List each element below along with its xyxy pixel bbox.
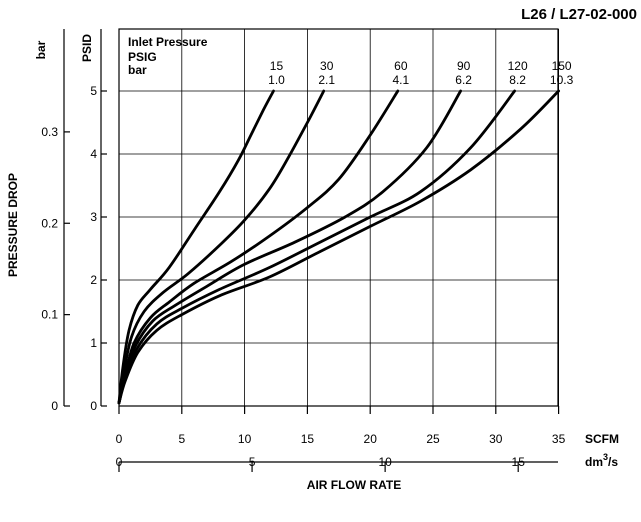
- psid-tick-label: 3: [90, 210, 97, 224]
- series-curve-150: [117, 89, 560, 405]
- dm3s-unit-base: dm: [585, 455, 603, 469]
- bar-tick-label: 0.1: [41, 308, 58, 322]
- chart-title: L26 / L27-02-000: [521, 6, 637, 23]
- psid-tick-label: 5: [90, 84, 97, 98]
- series-curve-90: [117, 89, 462, 405]
- series-psig-label-150: 150: [552, 59, 572, 73]
- dm3s-unit-tail: /s: [608, 455, 618, 469]
- bar-tick-label: 0.2: [41, 216, 58, 230]
- series-psig-label-120: 120: [508, 59, 528, 73]
- scfm-tick-label: 25: [426, 432, 440, 446]
- scfm-tick-label: 15: [301, 432, 315, 446]
- scfm-unit-label: SCFM: [585, 432, 619, 446]
- series-bar-label-90: 6.2: [455, 73, 472, 87]
- series-curve-15: [117, 89, 275, 405]
- psid-tick-label: 2: [90, 273, 97, 287]
- legend-header: Inlet Pressure: [128, 35, 208, 49]
- dm3s-tick-label: 10: [378, 455, 392, 469]
- psid-tick-label: 4: [90, 147, 97, 161]
- dm3s-unit-exponent: 3: [603, 452, 608, 462]
- plot-frame: [118, 28, 559, 407]
- series-bar-label-30: 2.1: [318, 73, 335, 87]
- series-curve-120: [117, 89, 516, 405]
- scfm-tick-label: 35: [552, 432, 566, 446]
- scfm-tick-label: 20: [364, 432, 378, 446]
- series-psig-label-15: 15: [270, 59, 284, 73]
- axis-ticks: 0 1 2 3 4 5 0 0.1 0.2 0.3 0 5 10 15 20 25 30 35 0 5 10 15: [41, 84, 566, 472]
- scfm-tick-label: 10: [238, 432, 252, 446]
- series-psig-label-90: 90: [457, 59, 471, 73]
- grid-lines: [119, 29, 559, 406]
- series-psig-label-60: 60: [394, 59, 408, 73]
- dm3s-tick-label: 15: [512, 455, 526, 469]
- scfm-tick-label: 5: [178, 432, 185, 446]
- psid-tick-label: 1: [90, 336, 97, 350]
- scfm-tick-label: 30: [489, 432, 503, 446]
- series-curve-60: [117, 89, 400, 405]
- series-bar-label-120: 8.2: [509, 73, 526, 87]
- x-axis-title: AIR FLOW RATE: [307, 478, 401, 492]
- series-psig-label-30: 30: [320, 59, 334, 73]
- psid-tick-label: 0: [90, 399, 97, 413]
- bar-tick-label: 0: [51, 399, 58, 413]
- scfm-tick-label: 0: [116, 432, 123, 446]
- y-axis-title: PRESSURE DROP: [6, 173, 20, 277]
- series-bar-label-150: 10.3: [550, 73, 574, 87]
- bar-unit-label: bar: [34, 40, 48, 59]
- series-bar-label-60: 4.1: [392, 73, 409, 87]
- curves: [117, 89, 560, 405]
- series-curve-30: [117, 89, 326, 405]
- legend-psig-row: PSIG: [128, 50, 157, 64]
- series-bar-label-15: 1.0: [268, 73, 285, 87]
- dm3s-tick-label: 0: [116, 455, 123, 469]
- dm3s-tick-label: 5: [249, 455, 256, 469]
- bar-tick-label: 0.3: [41, 125, 58, 139]
- psid-unit-label: PSID: [80, 34, 94, 62]
- legend-bar-row: bar: [128, 63, 147, 77]
- dm3s-unit-label: dm3/s: [585, 452, 618, 469]
